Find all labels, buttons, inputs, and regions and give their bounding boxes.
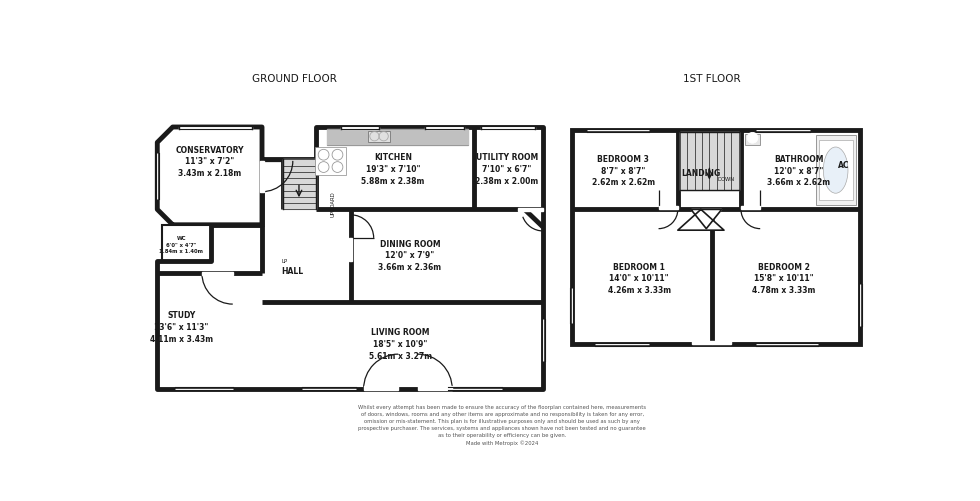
Polygon shape bbox=[261, 161, 264, 192]
Text: LP: LP bbox=[281, 259, 287, 264]
Polygon shape bbox=[158, 128, 543, 389]
Polygon shape bbox=[517, 208, 543, 211]
Polygon shape bbox=[341, 128, 379, 129]
Text: HALL: HALL bbox=[281, 266, 303, 275]
Text: WC
6'0" x 4'7"
1.84m x 1.40m: WC 6'0" x 4'7" 1.84m x 1.40m bbox=[159, 236, 203, 253]
Text: DOWN: DOWN bbox=[717, 177, 735, 182]
Circle shape bbox=[747, 133, 758, 144]
Polygon shape bbox=[481, 128, 535, 129]
Text: 1ST FLOOR: 1ST FLOOR bbox=[683, 74, 741, 84]
Bar bbox=[316, 148, 346, 175]
Polygon shape bbox=[202, 272, 233, 275]
Polygon shape bbox=[711, 341, 731, 345]
Polygon shape bbox=[327, 129, 467, 146]
Text: BEDROOM 1
14'0" x 10'11"
4.26m x 3.33m: BEDROOM 1 14'0" x 10'11" 4.26m x 3.33m bbox=[608, 262, 671, 295]
Polygon shape bbox=[349, 238, 352, 262]
Polygon shape bbox=[425, 128, 464, 129]
Polygon shape bbox=[364, 387, 398, 391]
Text: Whilst every attempt has been made to ensure the accuracy of the floorplan conta: Whilst every attempt has been made to en… bbox=[358, 404, 647, 445]
Text: CONSERVATORY
11'3" x 7'2"
3.43m x 2.18m: CONSERVATORY 11'3" x 7'2" 3.43m x 2.18m bbox=[175, 145, 244, 178]
Polygon shape bbox=[741, 207, 760, 210]
Ellipse shape bbox=[823, 148, 848, 194]
Bar bbox=[818, 141, 853, 201]
Polygon shape bbox=[680, 133, 739, 191]
Bar bbox=[368, 132, 390, 142]
Bar bbox=[571, 131, 860, 345]
Polygon shape bbox=[693, 341, 711, 345]
Text: BEDROOM 2
15'8" x 10'11"
4.78m x 3.33m: BEDROOM 2 15'8" x 10'11" 4.78m x 3.33m bbox=[753, 262, 815, 295]
Polygon shape bbox=[158, 128, 262, 225]
Text: DINING ROOM
12'0" x 7'9"
3.66m x 2.36m: DINING ROOM 12'0" x 7'9" 3.66m x 2.36m bbox=[378, 239, 441, 272]
Polygon shape bbox=[283, 160, 316, 210]
Polygon shape bbox=[179, 128, 252, 129]
Text: BATHROOM
12'0" x 8'7"
3.66m x 2.62m: BATHROOM 12'0" x 8'7" 3.66m x 2.62m bbox=[767, 154, 830, 187]
Text: UTILITY ROOM
7'10" x 6'7"
2.38m x 2.00m: UTILITY ROOM 7'10" x 6'7" 2.38m x 2.00m bbox=[475, 153, 538, 185]
Bar bbox=[815, 136, 856, 205]
Text: UPBOARD: UPBOARD bbox=[330, 191, 335, 216]
Polygon shape bbox=[417, 387, 452, 391]
Text: KITCHEN
19'3" x 7'10"
5.88m x 2.38m: KITCHEN 19'3" x 7'10" 5.88m x 2.38m bbox=[362, 153, 424, 185]
Text: GROUND FLOOR: GROUND FLOOR bbox=[252, 74, 337, 84]
Polygon shape bbox=[678, 210, 724, 231]
Text: LANDING: LANDING bbox=[681, 169, 720, 177]
Polygon shape bbox=[659, 207, 678, 210]
Text: BEDROOM 3
8'7" x 8'7"
2.62m x 2.62m: BEDROOM 3 8'7" x 8'7" 2.62m x 2.62m bbox=[592, 154, 655, 187]
Polygon shape bbox=[691, 210, 721, 229]
Text: STUDY
13'6" x 11'3"
4.11m x 3.43m: STUDY 13'6" x 11'3" 4.11m x 3.43m bbox=[150, 311, 213, 343]
Bar bbox=[745, 135, 760, 146]
Text: LIVING ROOM
18'5" x 10'9"
5.61m x 3.27m: LIVING ROOM 18'5" x 10'9" 5.61m x 3.27m bbox=[369, 328, 432, 360]
Text: AC: AC bbox=[838, 161, 849, 170]
Bar bbox=[162, 225, 212, 262]
